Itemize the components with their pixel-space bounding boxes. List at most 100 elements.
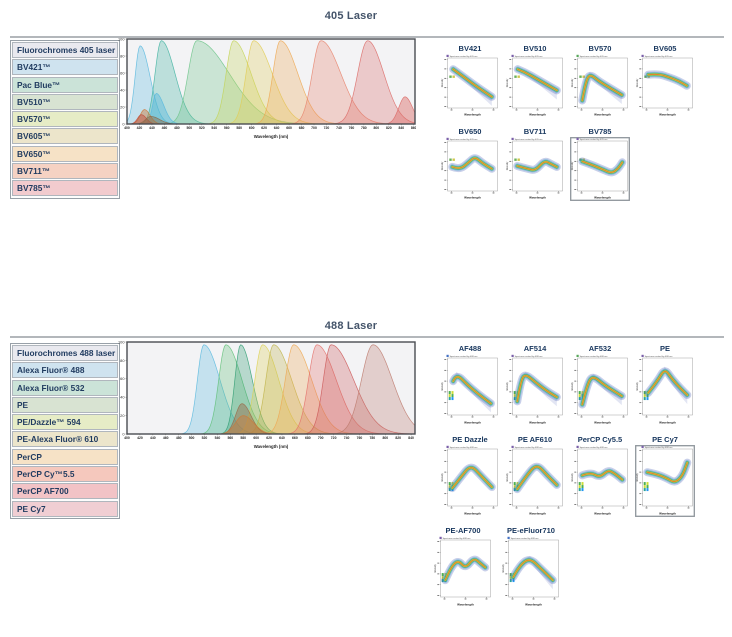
colorbar-strip-icon bbox=[646, 394, 649, 398]
section-title-405: 405 Laser bbox=[324, 10, 378, 22]
legend-swatch-icon bbox=[439, 536, 442, 539]
panel-x-axis-label: Wavelength bbox=[464, 512, 481, 516]
panel-chart-pe-cy7: Spectrum excited by 488 nm Intensity Wavel… bbox=[635, 445, 695, 517]
panel-y-axis-label: Intensity bbox=[441, 472, 444, 481]
x-tick-label: 860 bbox=[411, 126, 416, 130]
table-row-bv785-: BV785™ bbox=[12, 180, 118, 197]
density-band bbox=[512, 559, 554, 581]
laser-marker-icon bbox=[449, 158, 452, 161]
panel-title-bv650: BV650 bbox=[458, 127, 482, 136]
table-row-bv711-: BV711™ bbox=[12, 163, 118, 180]
x-tick-label: 660 bbox=[292, 436, 298, 440]
panel-plot-area bbox=[512, 448, 563, 507]
panel-subtitle: Spectrum excited by 488 nm bbox=[515, 355, 543, 358]
panel-title-percp-cy5-5: PerCP Cy5.5 bbox=[577, 435, 623, 444]
panel-af514: AF514 Spectrum excited by 488 nm Intensity… bbox=[505, 344, 565, 426]
panel-chart-pe-af700: Spectrum excited by 488 nm Intensity Wavel… bbox=[434, 536, 491, 607]
panel-x-axis-label: Wavelength bbox=[659, 512, 676, 516]
colorbar-strip-icon bbox=[646, 485, 649, 489]
panel-row: AF488 Spectrum excited by 488 nm Intensity… bbox=[440, 344, 695, 426]
panel-subtitle: Spectrum excited by 488 nm bbox=[511, 537, 539, 540]
x-tick-label: 460 bbox=[162, 126, 168, 130]
panel-y-axis-label: Intensity bbox=[636, 381, 639, 390]
density-band bbox=[581, 470, 623, 481]
x-tick-label: 840 bbox=[408, 436, 414, 440]
x-tick-label: 520 bbox=[202, 436, 208, 440]
panel-bv570: BV570 Spectrum excited by 405 nm Intensity… bbox=[570, 44, 630, 118]
panel-subtitle: Spectrum excited by 488 nm bbox=[450, 446, 478, 449]
panel-subtitle: Spectrum excited by 488 nm bbox=[443, 537, 471, 540]
plot-background bbox=[127, 39, 415, 124]
section-title-488: 488 Laser bbox=[324, 320, 378, 332]
panel-subtitle: Spectrum excited by 488 nm bbox=[515, 446, 543, 449]
panel-af532: AF532 Spectrum excited by 488 nm Intensity… bbox=[570, 344, 630, 426]
colorbar-strip-icon bbox=[581, 485, 584, 489]
colorbar-strip-icon bbox=[646, 397, 649, 401]
laser-marker-icon bbox=[579, 158, 582, 161]
y-tick-label: 100 bbox=[118, 37, 125, 41]
y-tick-label: 60 bbox=[120, 70, 125, 75]
legend-swatch-icon bbox=[511, 445, 514, 448]
colorbar-strip-icon bbox=[513, 485, 516, 489]
panel-y-axis-label: Intensity bbox=[571, 472, 574, 481]
x-tick-label: 400 bbox=[124, 436, 130, 440]
panel-title-bv711: BV711 bbox=[523, 127, 547, 136]
panel-plot-area bbox=[642, 357, 693, 416]
colorbar-strip-icon bbox=[509, 576, 512, 580]
panel-y-axis-label: Intensity bbox=[506, 161, 509, 170]
legend-swatch-icon bbox=[576, 445, 579, 448]
y-tick-label: 0 bbox=[122, 121, 125, 126]
density-band bbox=[452, 376, 492, 404]
panel-pe-cy7: PE Cy7 Spectrum excited by 488 nm Intensit… bbox=[635, 435, 695, 517]
laser-marker-icon bbox=[514, 158, 517, 161]
panel-bv650: BV650 Spectrum excited by 405 nm Intensity… bbox=[440, 127, 500, 201]
panel-title-bv570: BV570 bbox=[588, 44, 612, 53]
colorbar-strip-icon bbox=[516, 482, 519, 486]
table-row-pe-alexa-fluor-610: PE-Alexa Fluor® 610 bbox=[12, 431, 118, 448]
panel-chart-bv510: Spectrum excited by 405 nm Intensity Wavel… bbox=[506, 54, 563, 117]
panel-subtitle: Spectrum excited by 405 nm bbox=[580, 55, 608, 58]
panel-x-axis-label: Wavelength bbox=[594, 113, 611, 117]
colorbar-strip-icon bbox=[578, 485, 581, 489]
panel-chart-bv711: Spectrum excited by 405 nm Intensity Wavel… bbox=[506, 137, 563, 200]
plot-border bbox=[126, 341, 416, 435]
plot-background bbox=[127, 342, 415, 434]
panel-x-axis-label: Wavelength bbox=[594, 196, 611, 200]
series-bv785-bump bbox=[379, 96, 415, 124]
density-band bbox=[581, 377, 623, 406]
colorbar-strip-icon bbox=[578, 488, 581, 492]
x-tick-label: 400 bbox=[124, 126, 130, 130]
panel-title-af488: AF488 bbox=[458, 344, 482, 353]
colorbar-strip-icon bbox=[643, 394, 646, 398]
panel-title-af532: AF532 bbox=[588, 344, 612, 353]
panel-y-axis-label: Intensity bbox=[506, 472, 509, 481]
colorbar-strip-icon bbox=[578, 391, 581, 395]
panel-row: BV650 Spectrum excited by 405 nm Intensity… bbox=[440, 127, 630, 201]
panel-x-axis-label: Wavelength bbox=[659, 421, 676, 425]
series-bv785 bbox=[327, 40, 415, 124]
panel-bv510: BV510 Spectrum excited by 405 nm Intensity… bbox=[505, 44, 565, 118]
x-tick-label: 740 bbox=[336, 126, 342, 130]
panel-title-bv785: BV785 bbox=[588, 127, 612, 136]
colorbar-strip-icon bbox=[448, 482, 451, 486]
laser-marker-icon bbox=[647, 75, 650, 78]
legend-swatch-icon bbox=[576, 137, 579, 140]
colorbar-strip-icon bbox=[441, 576, 444, 580]
y-tick-label: 40 bbox=[120, 395, 125, 400]
panel-subtitle: Spectrum excited by 488 nm bbox=[645, 355, 673, 358]
x-tick-label: 760 bbox=[349, 126, 355, 130]
colorbar-strip-icon bbox=[643, 391, 646, 395]
panel-y-axis-label: Intensity bbox=[506, 78, 509, 87]
x-tick-label: 820 bbox=[386, 126, 392, 130]
x-tick-label: 800 bbox=[374, 126, 380, 130]
panel-chart-af514: Spectrum excited by 488 nm Intensity Wavel… bbox=[506, 354, 563, 425]
colorbar-strip-icon bbox=[444, 573, 447, 577]
colorbar-strip-icon bbox=[646, 482, 649, 486]
colorbar-strip-icon bbox=[512, 579, 515, 583]
table-row-alexa-fluor-488: Alexa Fluor® 488 bbox=[12, 362, 118, 379]
panel-x-axis-label: Wavelength bbox=[529, 113, 546, 117]
x-tick-label: 620 bbox=[261, 126, 267, 130]
panel-plot-area bbox=[440, 539, 491, 598]
panel-x-axis-label: Wavelength bbox=[529, 512, 546, 516]
density-fan bbox=[517, 371, 557, 407]
